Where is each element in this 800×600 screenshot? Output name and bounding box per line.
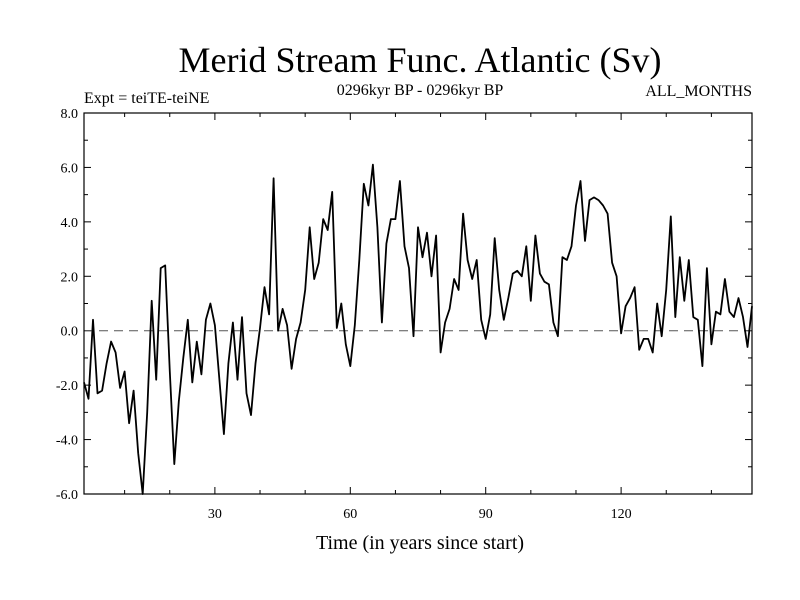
y-tick-label: 8.0 — [61, 107, 79, 122]
y-tick-label: 2.0 — [61, 270, 79, 285]
period-label: 0296kyr BP - 0296kyr BP — [337, 82, 504, 99]
y-tick-label: 0.0 — [61, 325, 79, 340]
series-line — [83, 163, 753, 495]
plot-frame — [83, 112, 753, 495]
chart-title: Merid Stream Func. Atlantic (Sv) — [179, 40, 662, 80]
plot-area: -6.0 -4.0 -2.0 0.0 2.0 4.0 6.0 8.0 30 60 90 120 — [56, 107, 753, 522]
x-tick-label: 90 — [479, 507, 493, 522]
months-label: ALL_MONTHS — [645, 83, 752, 100]
y-tick-label: -6.0 — [56, 488, 78, 503]
y-tick-label: -4.0 — [56, 434, 78, 449]
x-tick-label: 60 — [343, 507, 357, 522]
x-tick-label: 30 — [208, 507, 222, 522]
x-axis-label: Time (in years since start) — [316, 532, 524, 554]
y-tick-label: 6.0 — [61, 161, 79, 176]
experiment-label: Expt = teiTE-teiNE — [84, 90, 209, 107]
y-tick-label: -2.0 — [56, 379, 78, 394]
y-tick-label: 4.0 — [61, 216, 79, 231]
x-tick-label: 120 — [611, 507, 632, 522]
